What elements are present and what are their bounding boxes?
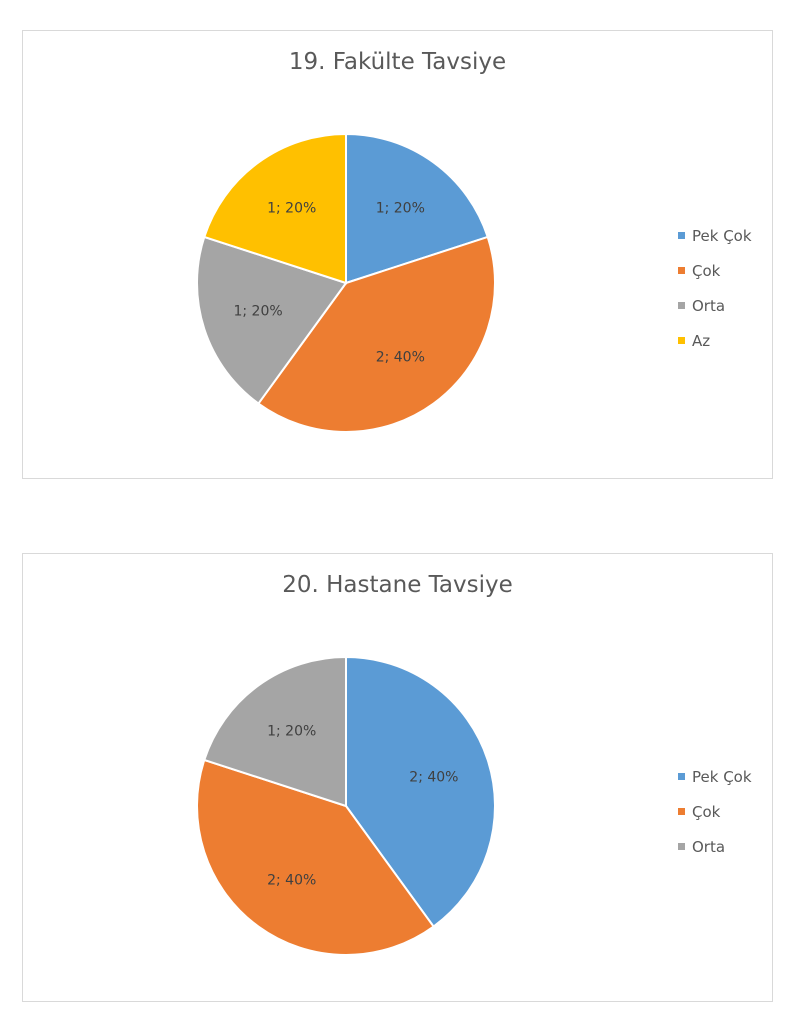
legend: Pek Çok Çok Orta xyxy=(678,759,752,864)
legend-label: Çok xyxy=(692,802,721,821)
chart-fakulte-tavsiye: 19. Fakülte Tavsiye 1; 20% 2; 40% 1; 20% 1;… xyxy=(22,30,773,479)
legend-swatch xyxy=(678,808,685,815)
pie-slice-orta xyxy=(203,655,347,808)
pie-slice-orta xyxy=(196,235,348,405)
legend-label: Pek Çok xyxy=(692,226,752,245)
legend-item-pek-cok: Pek Çok xyxy=(678,759,752,794)
data-label-pek-cok: 1; 20% xyxy=(376,200,425,216)
pie-slice-pek-cok xyxy=(345,132,489,285)
pie-chart: 2; 40% 2; 40% 1; 20% xyxy=(196,655,496,956)
legend-item-orta: Orta xyxy=(678,288,752,323)
legend-item-orta: Orta xyxy=(678,829,752,864)
legend-label: Çok xyxy=(692,261,721,280)
chart-hastane-tavsiye: 20. Hastane Tavsiye 2; 40% 2; 40% 1; 20% P… xyxy=(22,553,773,1002)
chart-title: 20. Hastane Tavsiye xyxy=(282,572,513,598)
data-label-cok: 2; 40% xyxy=(267,873,316,889)
legend-swatch xyxy=(678,337,685,344)
legend-label: Pek Çok xyxy=(692,767,752,786)
legend-item-cok: Çok xyxy=(678,253,752,288)
legend: Pek Çok Çok Orta Az xyxy=(678,218,752,358)
chart-title: 19. Fakülte Tavsiye xyxy=(288,49,507,75)
pie-slice-cok xyxy=(196,758,435,956)
legend-swatch xyxy=(678,302,685,309)
data-label-orta: 1; 20% xyxy=(267,723,316,739)
legend-item-cok: Çok xyxy=(678,794,752,829)
legend-label: Orta xyxy=(692,296,726,315)
legend-item-pek-cok: Pek Çok xyxy=(678,218,752,253)
data-label-cok: 2; 40% xyxy=(376,350,425,366)
legend-swatch xyxy=(678,232,685,239)
data-label-orta: 1; 20% xyxy=(233,304,282,320)
pie-slice-az xyxy=(203,132,347,285)
legend-swatch xyxy=(678,773,685,780)
legend-label: Orta xyxy=(692,837,726,856)
legend-item-az: Az xyxy=(678,323,752,358)
legend-label: Az xyxy=(692,331,711,350)
pie-slice-pek-cok xyxy=(345,655,496,928)
data-label-az: 1; 20% xyxy=(267,200,316,216)
legend-swatch xyxy=(678,267,685,274)
legend-swatch xyxy=(678,843,685,850)
data-label-pek-cok: 2; 40% xyxy=(409,770,458,786)
pie-chart: 1; 20% 2; 40% 1; 20% 1; 20% xyxy=(196,132,496,433)
pie-slice-cok xyxy=(257,235,496,433)
